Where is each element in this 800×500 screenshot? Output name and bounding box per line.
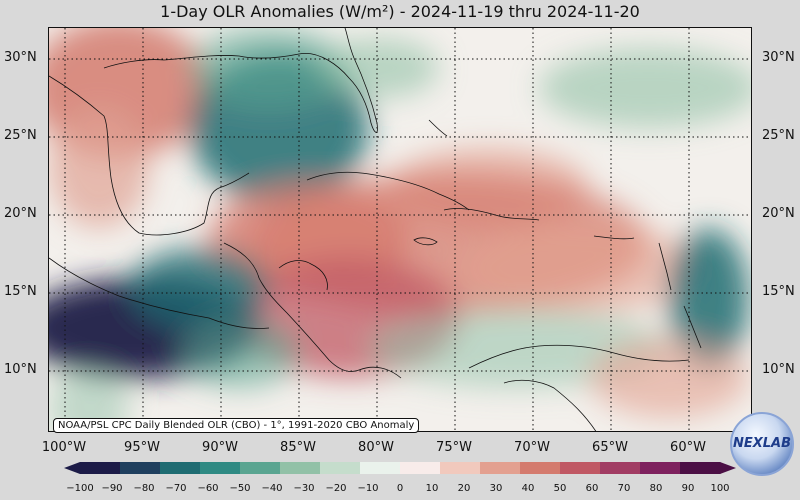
lat-label-left: 20°N	[4, 206, 37, 221]
colorbar-tick-label: 30	[489, 483, 503, 494]
colorbar-cell	[240, 462, 281, 474]
colorbar-tick-label: −70	[165, 483, 187, 494]
graticule	[49, 28, 751, 431]
colorbar-cell	[520, 462, 561, 474]
lon-label: 90°W	[202, 440, 238, 455]
lon-label: 85°W	[280, 440, 316, 455]
colorbar-cell	[560, 462, 601, 474]
colorbar-tick-label: 50	[553, 483, 567, 494]
lat-label-right: 15°N	[762, 284, 795, 299]
colorbar-cell	[160, 462, 201, 474]
colorbar-min-arrow	[64, 462, 80, 474]
colorbar-tick-label: −80	[133, 483, 155, 494]
colorbar-cell	[280, 462, 321, 474]
colorbar-cell	[600, 462, 641, 474]
colorbar-tick-label: −10	[357, 483, 379, 494]
nexlab-logo-icon: NEXLAB	[730, 412, 794, 476]
colorbar-cell	[440, 462, 481, 474]
olr-anomaly-map	[48, 27, 752, 432]
colorbar-tick-label: −40	[261, 483, 283, 494]
colorbar-tick-label: −90	[101, 483, 123, 494]
lat-label-left: 15°N	[4, 284, 37, 299]
map-title: 1-Day OLR Anomalies (W/m²) - 2024-11-19 …	[160, 2, 640, 21]
lat-label-left: 25°N	[4, 128, 37, 143]
colorbar-cell	[480, 462, 521, 474]
lon-label: 80°W	[358, 440, 394, 455]
lat-label-right: 20°N	[762, 206, 795, 221]
colorbar-cell	[120, 462, 161, 474]
colorbar-tick-label: −20	[325, 483, 347, 494]
lat-label-left: 10°N	[4, 362, 37, 377]
lon-label: 95°W	[124, 440, 160, 455]
lat-label-right: 30°N	[762, 50, 795, 65]
colorbar-tick-label: 100	[710, 483, 730, 494]
logo-text: NEXLAB	[732, 436, 792, 451]
lon-label: 65°W	[592, 440, 628, 455]
anomaly-field	[49, 28, 751, 431]
colorbar-cell	[320, 462, 361, 474]
lon-label: 75°W	[436, 440, 472, 455]
colorbar-cell	[200, 462, 241, 474]
colorbar-tick-label: 20	[457, 483, 471, 494]
data-credit: NOAA/PSL CPC Daily Blended OLR (CBO) - 1…	[53, 418, 420, 433]
colorbar-tick-label: 70	[617, 483, 631, 494]
colorbar-tick-label: 0	[396, 483, 404, 494]
colorbar-tick-label: −60	[197, 483, 219, 494]
lon-label: 60°W	[670, 440, 706, 455]
colorbar-tick-label: −50	[229, 483, 251, 494]
colorbar-tick-label: 40	[521, 483, 535, 494]
lat-label-left: 30°N	[4, 50, 37, 65]
lon-label: 70°W	[514, 440, 550, 455]
colorbar-tick-label: 10	[425, 483, 439, 494]
colorbar-max-arrow	[720, 462, 736, 474]
lat-label-right: 25°N	[762, 128, 795, 143]
colorbar-tick-label: 90	[681, 483, 695, 494]
colorbar-cell	[360, 462, 401, 474]
coastlines	[49, 28, 702, 431]
colorbar	[64, 462, 736, 474]
colorbar-cell	[400, 462, 441, 474]
colorbar-tick-label: −30	[293, 483, 315, 494]
lon-label: 100°W	[41, 440, 87, 455]
lat-label-right: 10°N	[762, 362, 795, 377]
colorbar-tick-label: 60	[585, 483, 599, 494]
colorbar-cell	[80, 462, 121, 474]
colorbar-cell	[680, 462, 721, 474]
colorbar-tick-label: 80	[649, 483, 663, 494]
colorbar-cell	[640, 462, 681, 474]
colorbar-tick-label: −100	[66, 483, 94, 494]
